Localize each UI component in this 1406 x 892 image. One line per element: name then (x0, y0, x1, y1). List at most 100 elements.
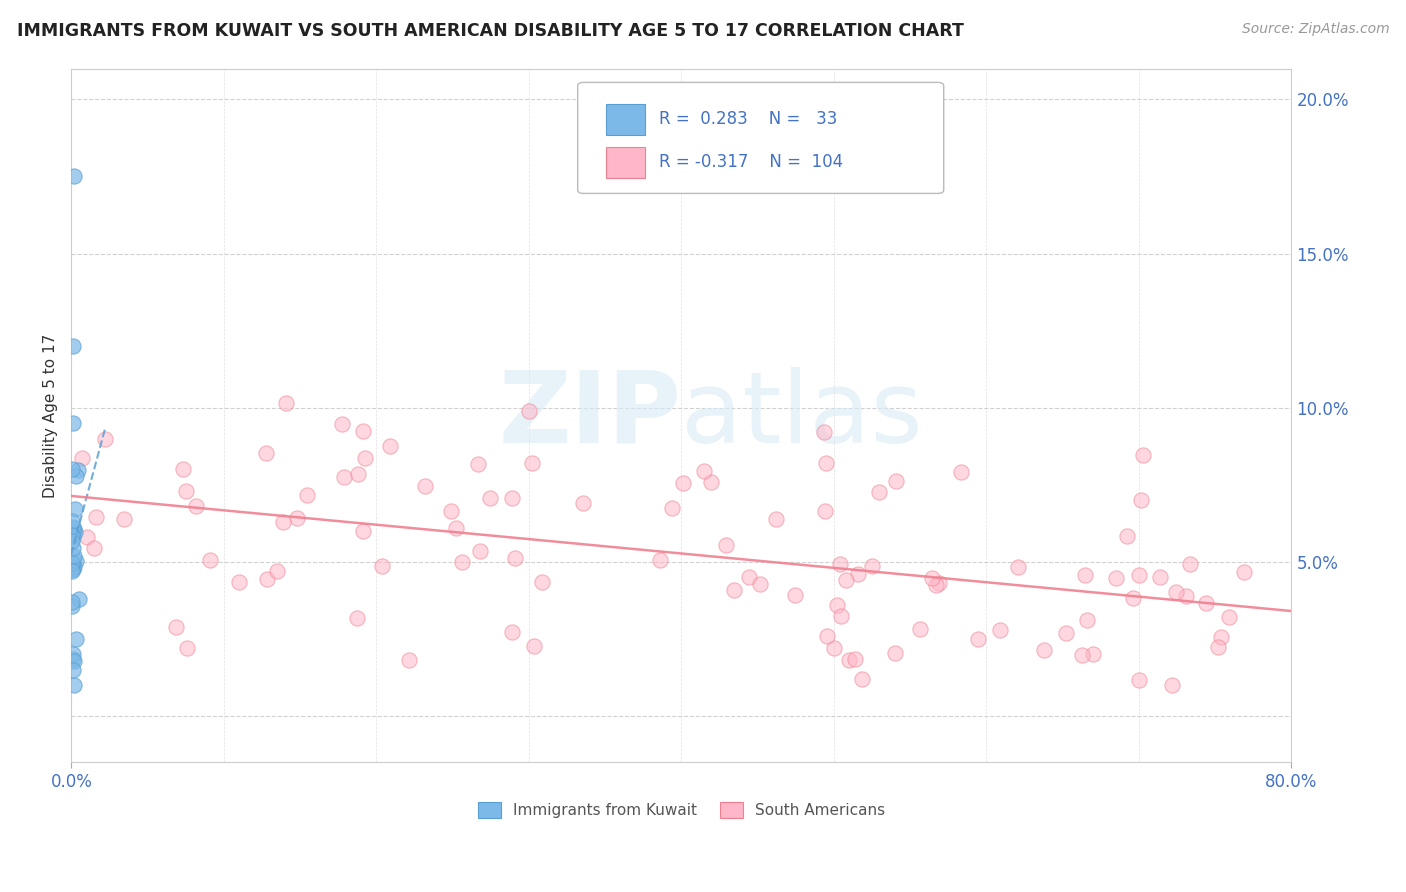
Point (925, 578, 948, 592)
Point (63, 502, 86, 516)
Point (949, 465, 972, 479)
Text: ZIP: ZIP (499, 367, 682, 464)
Point (672, 476, 695, 491)
Point (380, 439, 402, 453)
Point (830, 608, 852, 623)
Point (228, 575, 250, 590)
Point (501, 624, 523, 639)
Point (63, 549, 86, 563)
Point (851, 672, 873, 686)
Point (83, 541, 105, 555)
Point (62, 169, 84, 184)
Point (1083, 648, 1105, 662)
Point (825, 598, 848, 612)
Point (63, 560, 86, 574)
Point (62, 530, 84, 544)
Point (1073, 568, 1095, 582)
Point (1007, 560, 1029, 574)
Point (700, 475, 723, 490)
FancyBboxPatch shape (578, 82, 943, 194)
Point (1180, 557, 1202, 571)
Point (846, 567, 869, 582)
Point (370, 559, 392, 574)
Point (844, 652, 866, 666)
Point (1206, 640, 1229, 654)
Point (1160, 678, 1182, 692)
Text: R =  0.283    N =   33: R = 0.283 N = 33 (659, 111, 838, 128)
Point (1132, 448, 1154, 462)
Point (65, 468, 87, 483)
Point (65, 554, 87, 568)
Point (503, 551, 526, 566)
Point (883, 647, 905, 661)
Point (60, 461, 83, 475)
Point (333, 470, 356, 484)
Point (60, 561, 83, 575)
Point (62, 663, 84, 677)
Point (530, 575, 553, 590)
Point (1175, 589, 1198, 603)
Point (1128, 673, 1150, 688)
Point (835, 573, 858, 587)
Point (868, 485, 890, 500)
Point (837, 653, 859, 667)
Point (467, 458, 489, 472)
Point (714, 538, 737, 552)
Point (65, 632, 87, 647)
Point (815, 629, 838, 643)
Point (165, 620, 187, 634)
Point (440, 503, 463, 517)
Point (814, 504, 837, 518)
Point (884, 474, 907, 488)
Point (285, 511, 308, 525)
Point (967, 632, 990, 646)
Point (1128, 567, 1150, 582)
Point (93, 433, 115, 447)
Point (398, 653, 420, 667)
Point (330, 417, 353, 431)
Point (517, 404, 540, 418)
Point (1054, 626, 1077, 640)
Point (76, 530, 98, 544)
Point (271, 515, 294, 529)
Point (112, 511, 135, 525)
Point (1218, 610, 1240, 624)
Point (815, 456, 838, 470)
Point (62, 652, 84, 666)
Point (62, 416, 84, 430)
Point (60, 557, 83, 571)
Point (62, 527, 84, 541)
Point (67, 591, 90, 606)
Point (523, 639, 546, 653)
Point (444, 521, 467, 535)
Point (186, 499, 208, 513)
Point (1129, 492, 1152, 507)
Point (62, 339, 84, 353)
Point (783, 588, 806, 602)
Point (1195, 596, 1218, 610)
Point (738, 570, 761, 584)
Point (1122, 591, 1144, 605)
Point (346, 611, 368, 625)
Point (274, 396, 297, 410)
Point (450, 555, 472, 569)
Point (352, 424, 374, 438)
Point (823, 641, 845, 656)
Point (860, 559, 883, 574)
Point (522, 457, 544, 471)
Point (501, 491, 523, 505)
Point (346, 467, 368, 481)
Point (723, 582, 745, 597)
Point (60, 515, 83, 529)
Point (765, 512, 787, 526)
Point (62, 520, 84, 534)
Text: R = -0.317    N =  104: R = -0.317 N = 104 (659, 153, 844, 171)
Point (172, 462, 194, 476)
Point (66, 463, 89, 477)
Point (70, 451, 93, 466)
Point (1116, 529, 1139, 543)
Point (63, 522, 86, 536)
Point (468, 544, 491, 558)
Point (60, 533, 83, 548)
Point (1233, 565, 1256, 579)
